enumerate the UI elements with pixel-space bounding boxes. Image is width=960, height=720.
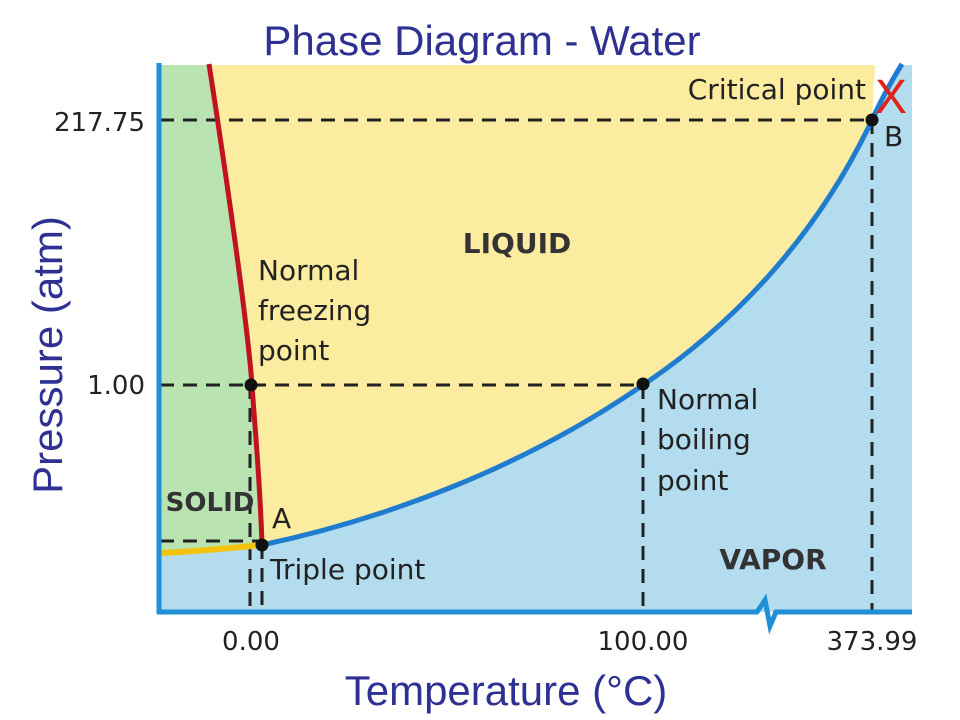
y-tick-1-00: 1.00 (87, 371, 145, 401)
triple-point-label: Triple point (269, 553, 425, 586)
region-label-solid: SOLID (166, 488, 255, 518)
boiling-label-line3: point (657, 464, 728, 497)
critical-point-marker (865, 113, 879, 127)
vapor-region (160, 65, 912, 612)
fusion-curve (206, 63, 265, 546)
normal-boiling-point-marker (636, 377, 650, 391)
freezing-label-line1: Normal (258, 254, 359, 287)
liquid-region (210, 65, 875, 545)
x-axis-title: Temperature (°C) (345, 667, 668, 714)
guide-lines (160, 118, 874, 612)
x-axis (157, 593, 912, 635)
y-axis-title: Pressure (atm) (24, 216, 71, 494)
critical-point-label: Critical point (688, 73, 866, 106)
x-tick-373-99: 373.99 (827, 627, 918, 657)
region-label-liquid: LIQUID (463, 227, 571, 260)
axes (156, 63, 912, 635)
chart-title: Phase Diagram - Water (263, 17, 700, 64)
freezing-label-line3: point (258, 334, 329, 367)
x-tick-0-00: 0.00 (222, 627, 280, 657)
solid-region (160, 65, 262, 553)
normal-boiling-point-label: Normal boiling point (657, 383, 767, 497)
y-tick-217-75: 217.75 (54, 108, 145, 138)
critical-x-marker: X (875, 71, 907, 124)
normal-freezing-point-label: Normal freezing point (258, 254, 380, 367)
x-tick-100-00: 100.00 (598, 627, 689, 657)
normal-freezing-point-marker (244, 378, 258, 392)
critical-point-letter: B (884, 120, 903, 153)
sublimation-curve (159, 542, 263, 556)
triple-point-letter: A (272, 502, 291, 535)
boiling-label-line2: boiling (657, 423, 751, 456)
region-label-vapor: VAPOR (719, 543, 826, 576)
freezing-label-line2: freezing (258, 294, 371, 327)
boiling-label-line1: Normal (657, 383, 758, 416)
triple-point-marker (255, 538, 269, 552)
